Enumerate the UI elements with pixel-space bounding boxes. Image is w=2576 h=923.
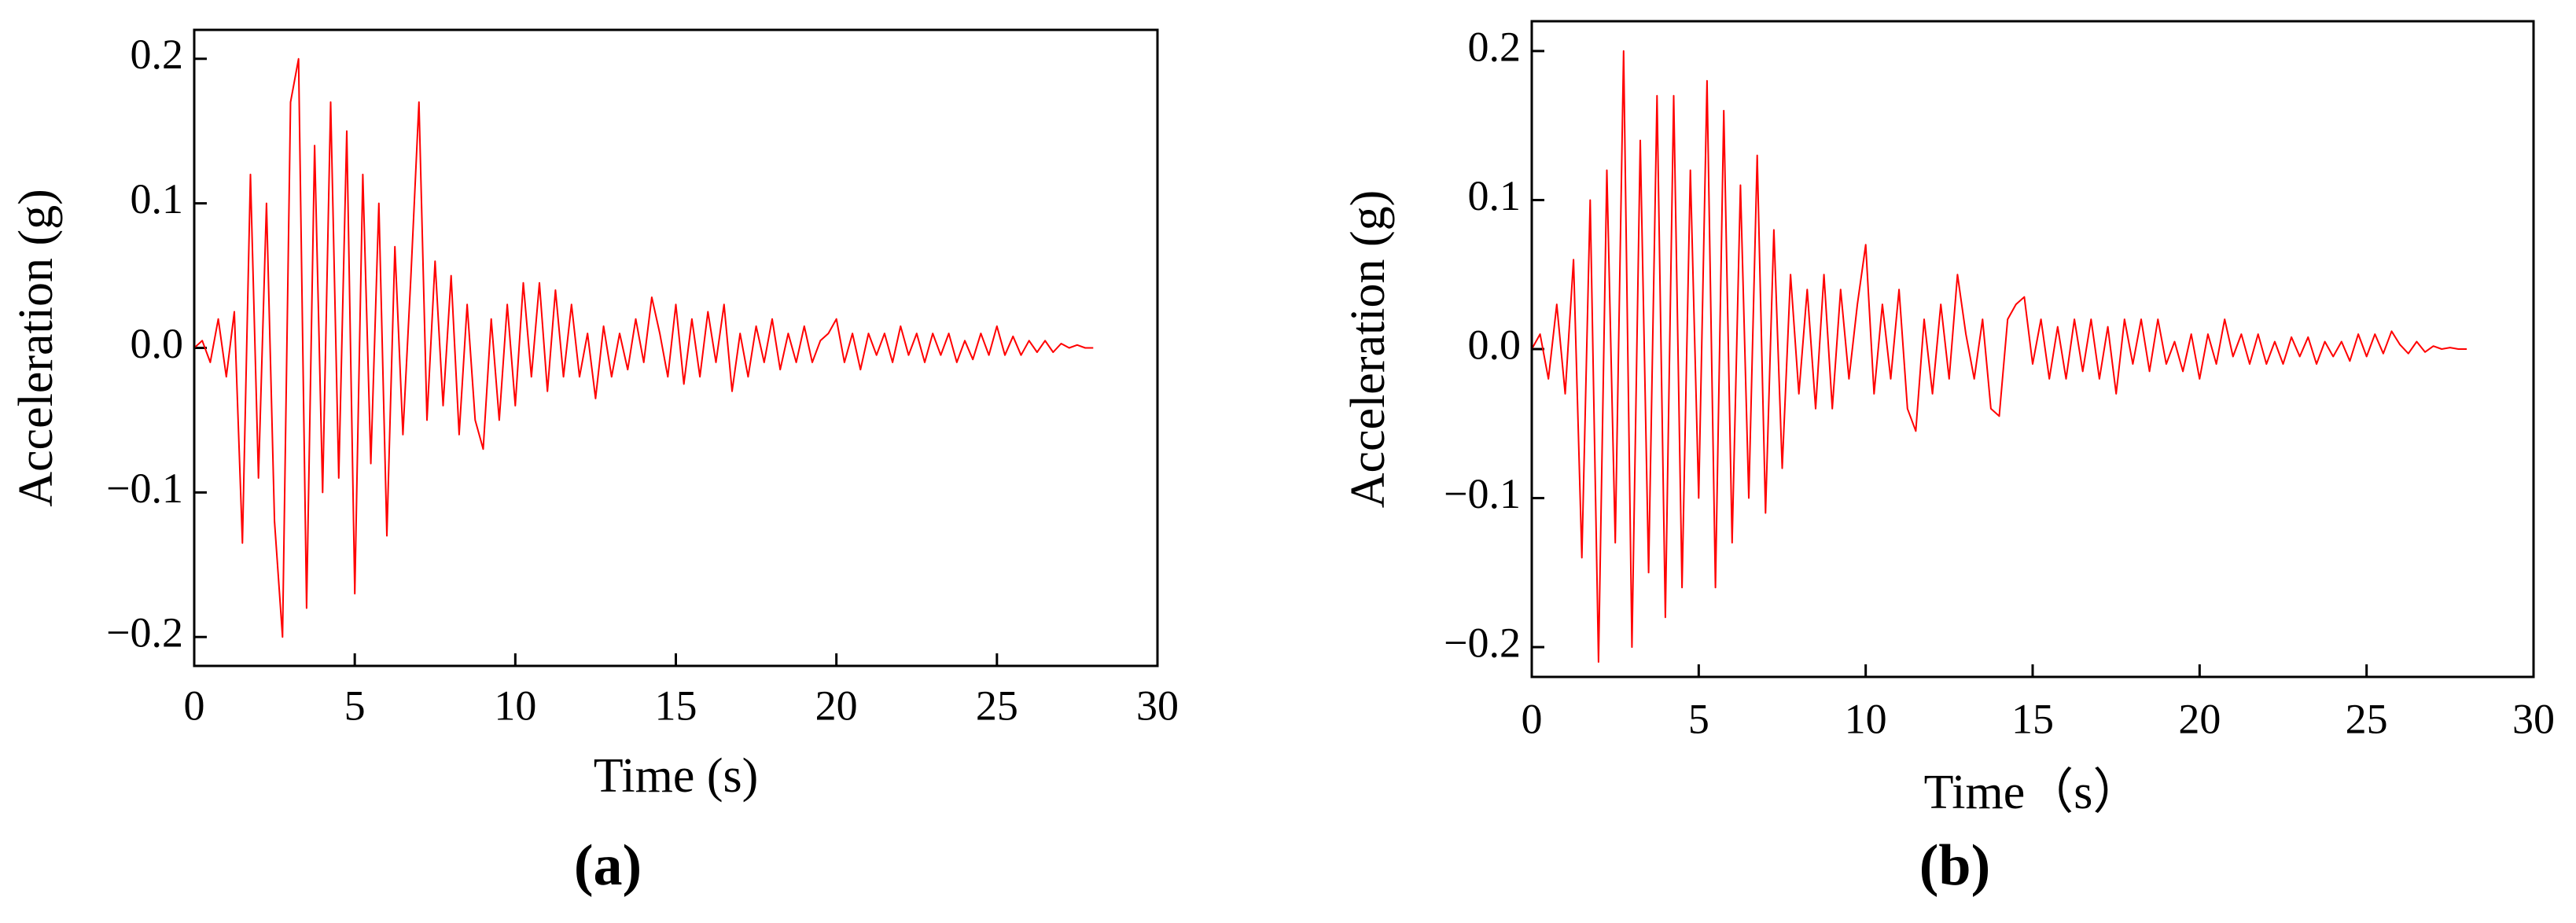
x-tick-label: 30 [2512, 695, 2555, 742]
panel-label: (a) [574, 833, 642, 898]
x-tick-label: 15 [655, 682, 697, 729]
y-axis-label: Acceleration (g) [9, 189, 63, 506]
x-tick-label: 0 [1522, 695, 1543, 742]
x-tick-label: 15 [2011, 695, 2054, 742]
x-tick-label: 30 [1136, 682, 1179, 729]
y-tick-label: 0.1 [1468, 172, 1522, 219]
plot-frame [193, 28, 1159, 667]
y-tick-label: −0.2 [106, 609, 183, 656]
data-line [1531, 50, 2467, 663]
y-tick-label: −0.1 [106, 465, 183, 512]
y-tick-label: 0.2 [131, 31, 184, 78]
panel-label: (b) [1919, 833, 1990, 898]
x-tick-label: 10 [1845, 695, 1887, 742]
y-tick-label: 0.2 [1468, 23, 1522, 70]
y-tick-label: 0.0 [131, 320, 184, 367]
y-tick-label: −0.1 [1444, 470, 1521, 517]
y-tick-label: 0.0 [1468, 321, 1522, 368]
x-axis-label: Time（s） [1924, 766, 2142, 819]
x-tick-label: 25 [976, 682, 1018, 729]
data-line [193, 57, 1094, 638]
x-tick-label: 25 [2346, 695, 2388, 742]
x-tick-label: 20 [2178, 695, 2221, 742]
x-axis-label: Time (s) [594, 749, 759, 803]
y-tick-label: 0.1 [131, 175, 184, 222]
x-tick-label: 20 [815, 682, 858, 729]
plot-frame [1530, 20, 2535, 678]
x-tick-label: 5 [344, 682, 366, 729]
x-tick-label: 0 [184, 682, 205, 729]
x-tick-label: 10 [494, 682, 536, 729]
y-tick-label: −0.2 [1444, 619, 1521, 666]
x-tick-label: 5 [1688, 695, 1709, 742]
y-axis-label: Acceleration (g) [1341, 190, 1395, 508]
